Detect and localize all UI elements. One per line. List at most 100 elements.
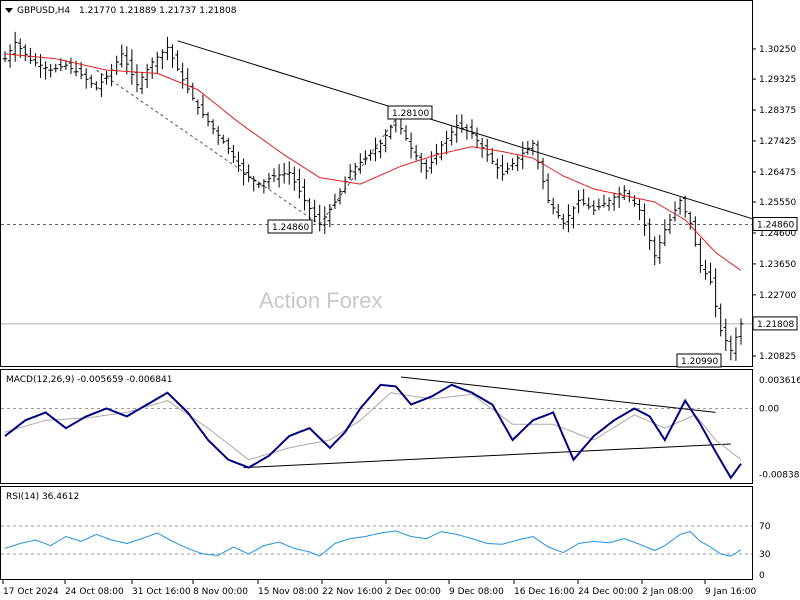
low-price-label-text: 1.20990 xyxy=(681,357,718,367)
current-price-tag-box xyxy=(752,316,798,331)
price-bar xyxy=(23,44,28,62)
low-price-label: 1.20990 xyxy=(676,353,722,368)
dropdown-arrow-icon[interactable] xyxy=(5,8,13,13)
price-bar xyxy=(601,194,607,208)
price-bar xyxy=(586,197,592,210)
price-bar xyxy=(276,164,282,188)
price-bar xyxy=(368,149,373,161)
x-tick-label: 2 Jan 08:00 xyxy=(642,587,694,597)
price-bar xyxy=(449,126,454,146)
x-tick-label: 31 Oct 16:00 xyxy=(132,587,191,597)
price-bar xyxy=(459,114,465,133)
price-bar xyxy=(621,185,627,200)
price-bar xyxy=(312,199,317,223)
price-bar xyxy=(667,213,673,234)
x-tick-label: 22 Nov 16:00 xyxy=(322,587,383,597)
price-bar xyxy=(672,201,678,222)
current-price-tag-text: 1.21808 xyxy=(757,320,794,330)
high-price-label: 1.28100 xyxy=(387,105,433,120)
price-bar xyxy=(378,139,383,159)
price-bar xyxy=(89,74,94,88)
price-bar xyxy=(581,188,586,206)
price-bar xyxy=(251,176,257,192)
price-bar xyxy=(464,124,470,140)
price-bar xyxy=(632,195,637,207)
macd-signal-line xyxy=(4,392,742,461)
rsi-y-tick-label: 70 xyxy=(759,522,771,532)
price-bar xyxy=(144,63,150,89)
price-bar xyxy=(78,62,84,80)
price-bar xyxy=(484,138,490,162)
price-bar xyxy=(703,259,708,280)
macd-y-tick-label: 0.003616 xyxy=(759,376,800,386)
price-bar xyxy=(596,198,602,211)
price-bar xyxy=(535,140,541,170)
price-y-tick-label: 1.23650 xyxy=(759,260,796,270)
price-bar xyxy=(708,262,713,285)
price-bar xyxy=(256,181,262,189)
price-bar xyxy=(149,57,155,79)
price-bar xyxy=(738,318,744,345)
price-bar xyxy=(352,162,358,181)
price-bar xyxy=(175,50,180,72)
price-bar xyxy=(652,236,657,266)
level-price-label-text: 1.24860 xyxy=(272,223,309,233)
price-bar xyxy=(53,63,59,73)
price-bar xyxy=(561,214,566,230)
price-bar xyxy=(307,198,312,220)
rsi-layer xyxy=(1,525,752,557)
price-bar xyxy=(322,206,328,234)
price-bar xyxy=(571,206,576,229)
price-bar xyxy=(99,73,104,98)
price-bar xyxy=(718,303,723,337)
price-bar xyxy=(728,335,734,361)
price-layer: 1.28100 1.24860 1.20990 xyxy=(1,31,757,368)
x-tick-label: 16 Dec 16:00 xyxy=(514,587,575,597)
x-tick-label: 8 Nov 00:00 xyxy=(193,587,248,597)
price-bar xyxy=(439,141,444,161)
price-bar xyxy=(119,44,125,68)
moving-average-line xyxy=(4,53,742,271)
price-y-tick-label: 1.22700 xyxy=(759,291,796,301)
price-bar xyxy=(68,57,74,74)
price-bar xyxy=(647,218,652,250)
price-bar xyxy=(373,137,378,162)
level-price-label-box xyxy=(267,219,313,234)
price-y-tick-label: 1.25550 xyxy=(759,198,796,208)
x-tick-label: 24 Oct 08:00 xyxy=(65,587,124,597)
price-bar xyxy=(642,203,647,237)
price-bar xyxy=(550,197,556,215)
price-bar xyxy=(210,119,216,135)
macd-panel-frame xyxy=(0,369,753,484)
price-bar xyxy=(682,195,688,218)
macd-y-tick-label: 0.00 xyxy=(759,404,779,414)
rsi-y-tick-label: 30 xyxy=(759,550,771,560)
price-bar xyxy=(7,44,13,68)
price-bar xyxy=(231,144,236,163)
price-bar xyxy=(469,119,475,139)
price-bar xyxy=(429,151,434,174)
price-bar xyxy=(403,125,409,141)
price-bar xyxy=(317,204,322,232)
macd-header: MACD(12,26,9) -0.005659 -0.006841 xyxy=(6,375,172,385)
price-bar xyxy=(540,157,546,190)
x-tick-label: 15 Nov 08:00 xyxy=(258,587,319,597)
price-bar xyxy=(236,151,241,173)
price-bar xyxy=(591,200,597,216)
macd-layer xyxy=(1,376,752,480)
price-bar xyxy=(63,60,69,70)
price-y-tick-label: 1.28375 xyxy=(759,106,796,116)
high-price-label-text: 1.28100 xyxy=(392,109,429,119)
price-bar xyxy=(327,203,333,228)
price-bar xyxy=(358,153,363,174)
price-bar xyxy=(205,112,211,127)
price-bar xyxy=(500,154,505,181)
price-bar xyxy=(637,199,642,221)
rsi-line xyxy=(4,530,742,557)
price-bar xyxy=(444,130,449,155)
price-header-ohlc: 1.21770 1.21889 1.21737 1.21808 xyxy=(79,6,237,16)
price-y-tick-label: 1.20825 xyxy=(759,352,796,362)
macd-trendline-top xyxy=(400,376,716,413)
level-tag-box xyxy=(752,217,798,232)
price-bar xyxy=(48,64,53,78)
